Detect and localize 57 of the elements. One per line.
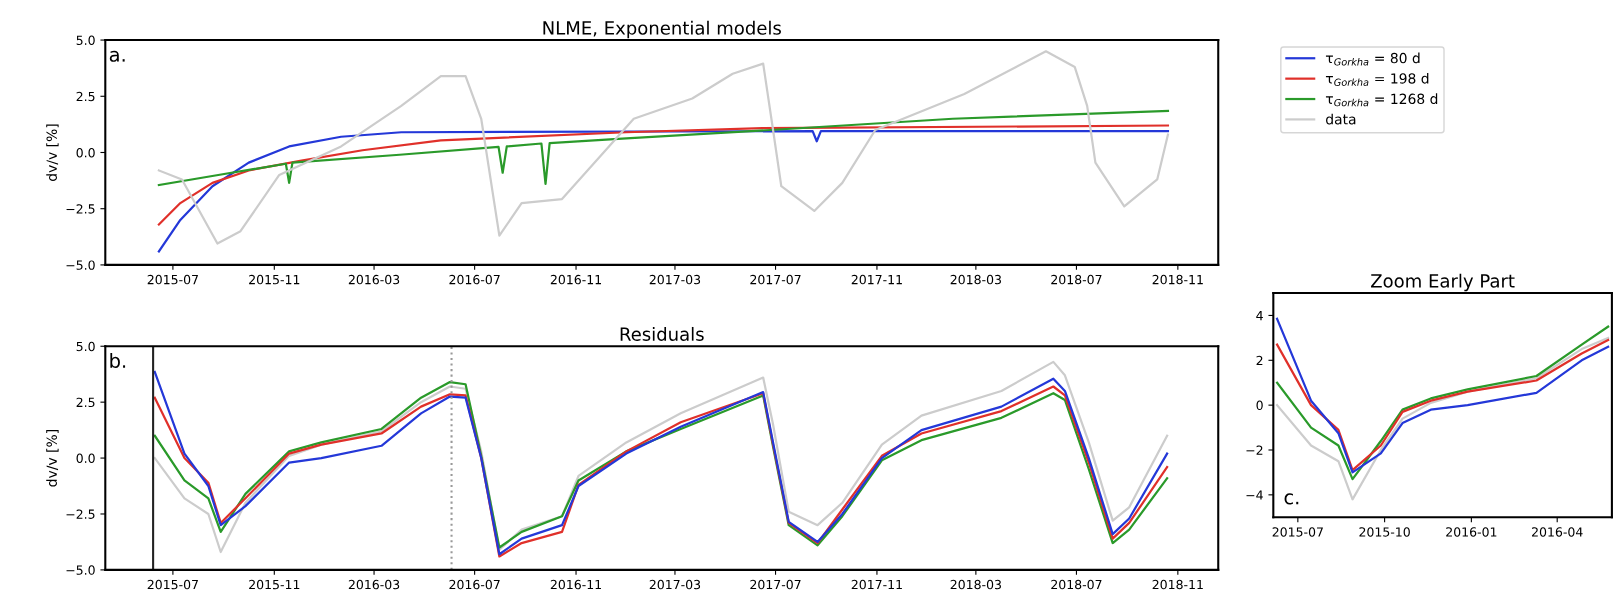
line-series bbox=[157, 50, 1170, 245]
x-tick-label: 2017-11 bbox=[851, 579, 902, 590]
annotation: a. bbox=[109, 50, 125, 62]
x-tick-label: 2018-03 bbox=[950, 274, 1001, 285]
x-tick-label: 2015-07 bbox=[1272, 527, 1323, 537]
y-tick-label: 5.0 bbox=[76, 341, 95, 352]
chart-title: Zoom Early Part bbox=[1371, 273, 1515, 292]
legend-label: data bbox=[1326, 113, 1356, 125]
line-series bbox=[157, 124, 1170, 226]
x-tick-label: 2016-07 bbox=[449, 579, 500, 590]
x-tick-label: 2018-03 bbox=[950, 579, 1001, 590]
y-tick-label: −2 bbox=[1246, 445, 1263, 455]
y-tick-label: −4 bbox=[1246, 490, 1263, 500]
y-tick-label: 0 bbox=[1256, 400, 1263, 411]
x-tick-label: 2017-07 bbox=[750, 274, 801, 285]
x-tick-label: 2015-07 bbox=[147, 274, 198, 285]
x-tick-label: 2016-07 bbox=[449, 274, 500, 285]
y-axis-title: dv/v [%] bbox=[46, 124, 59, 181]
x-tick-label: 2016-04 bbox=[1532, 527, 1583, 537]
y-tick-label: 0.0 bbox=[76, 147, 95, 158]
chart-title: NLME, Exponential models bbox=[543, 20, 781, 39]
chart-title: Residuals bbox=[620, 326, 704, 341]
x-tick-label: 2017-03 bbox=[649, 579, 701, 590]
x-tick-label: 2016-11 bbox=[550, 579, 601, 590]
x-tick-label: 2016-01 bbox=[1446, 527, 1497, 537]
x-tick-label: 2015-10 bbox=[1359, 527, 1410, 537]
y-tick-label: 2.5 bbox=[76, 91, 95, 102]
legend-label: τ$_{Gorkha}$ = 80 d bbox=[1325, 52, 1420, 66]
x-tick-label: 2017-07 bbox=[750, 579, 801, 590]
legend-label: τ$_{Gorkha}$ = 198 d bbox=[1325, 72, 1429, 86]
y-tick-label: −5.0 bbox=[66, 565, 95, 575]
x-tick-label: 2018-11 bbox=[1152, 579, 1203, 590]
x-tick-label: 2015-11 bbox=[249, 579, 300, 590]
line-series bbox=[157, 130, 1170, 253]
x-tick-label: 2018-07 bbox=[1051, 579, 1102, 590]
y-axis-title: dv/v [%] bbox=[46, 430, 59, 487]
x-tick-label: 2016-03 bbox=[348, 274, 400, 285]
legend-label: τ$_{Gorkha}$ = 1268 d bbox=[1325, 93, 1438, 107]
y-tick-label: 0.0 bbox=[76, 453, 95, 463]
annotation: c. bbox=[1284, 493, 1299, 505]
x-tick-label: 2017-03 bbox=[649, 274, 701, 285]
x-tick-label: 2018-07 bbox=[1051, 274, 1102, 285]
line-series bbox=[157, 109, 1170, 187]
x-tick-label: 2015-07 bbox=[147, 579, 198, 590]
x-tick-label: 2016-03 bbox=[348, 579, 400, 590]
x-tick-label: 2017-11 bbox=[851, 274, 902, 285]
x-tick-label: 2015-11 bbox=[249, 274, 300, 285]
y-tick-label: −2.5 bbox=[66, 204, 95, 214]
x-tick-label: 2018-11 bbox=[1152, 274, 1203, 285]
y-tick-label: −5.0 bbox=[66, 260, 95, 270]
x-tick-label: 2016-11 bbox=[550, 274, 601, 285]
y-tick-label: 2.5 bbox=[76, 397, 95, 408]
y-tick-label: −2.5 bbox=[66, 509, 95, 519]
y-tick-label: 4 bbox=[1256, 311, 1263, 321]
y-tick-label: 2 bbox=[1256, 355, 1263, 366]
annotation: b. bbox=[110, 352, 126, 368]
y-tick-label: 5.0 bbox=[76, 35, 95, 45]
